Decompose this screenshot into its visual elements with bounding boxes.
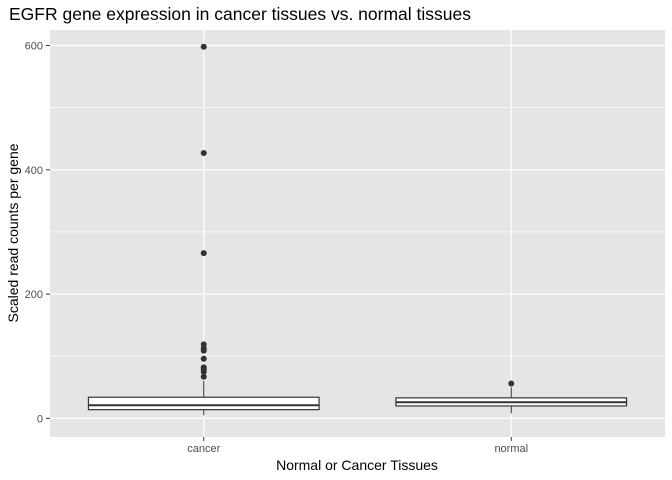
y-tick-label: 600 [25,41,43,53]
outlier-point [200,364,207,371]
x-axis-ticks: cancer normal [187,437,528,455]
box-series [87,43,628,416]
outlier-point [200,150,207,157]
outlier-point [200,250,207,257]
x-tick-label: cancer [187,443,220,455]
outlier-point [200,341,207,348]
y-tick-label: 0 [37,413,43,425]
outlier-point [200,355,207,362]
plot-panel [50,30,665,437]
box-iqr [87,396,320,411]
y-tick-label: 200 [25,289,43,301]
minor-gridlines [50,107,665,357]
x-tick-label: normal [494,443,528,455]
major-gridlines [50,30,665,437]
outlier-point [508,380,515,387]
y-axis-ticks: 0 200 400 600 [25,41,50,425]
x-axis-title: Normal or Cancer Tissues [276,457,438,473]
y-tick-label: 400 [25,165,43,177]
outlier-point [200,43,207,50]
y-axis-title: Scaled read counts per gene [5,143,21,322]
outlier-point [200,373,207,380]
chart-title: EGFR gene expression in cancer tissues v… [9,4,471,24]
